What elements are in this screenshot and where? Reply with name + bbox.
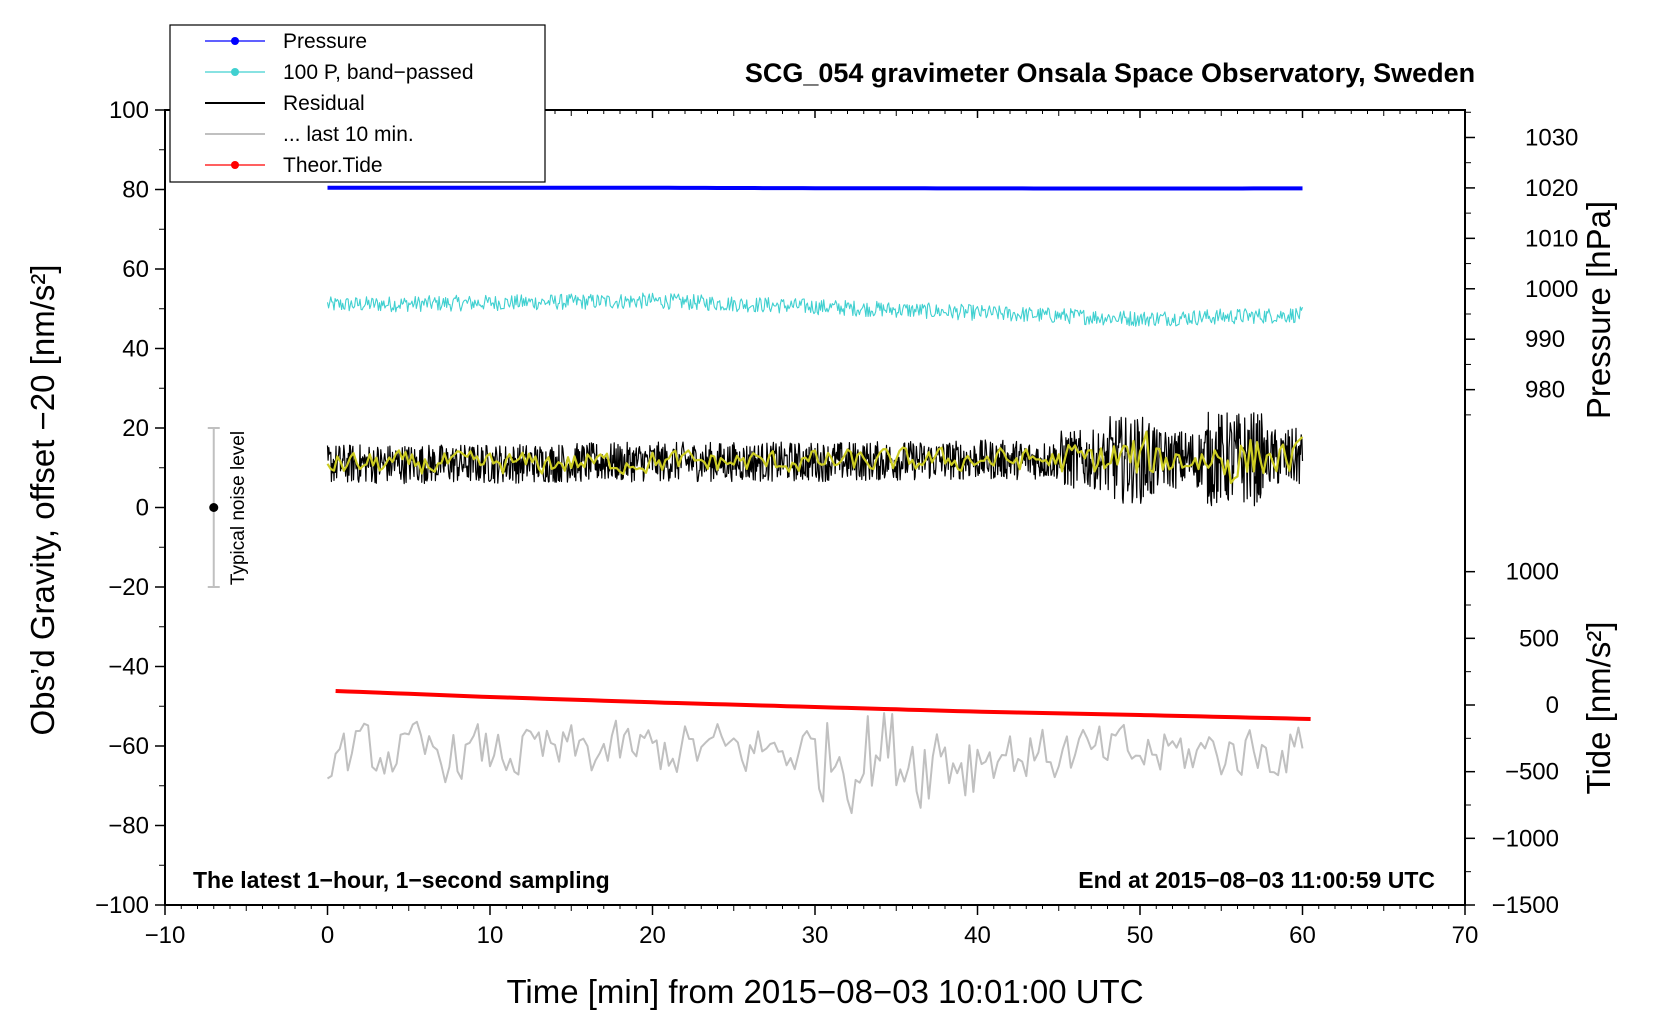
y-tick-label: 40 bbox=[122, 336, 149, 363]
sampling-annotation: The latest 1−hour, 1−second sampling bbox=[193, 867, 610, 893]
tide-tick-label: 500 bbox=[1519, 625, 1559, 652]
y-tick-label: 0 bbox=[136, 495, 149, 522]
x-tick-label: 60 bbox=[1289, 922, 1316, 949]
legend: Pressure 100 P, band−passed Residual ... la… bbox=[169, 24, 546, 183]
series-layer bbox=[326, 185, 1311, 815]
end-time-annotation: End at 2015−08−03 11:00:59 UTC bbox=[1078, 867, 1435, 893]
series-line-residual bbox=[326, 411, 1304, 507]
tide-tick-label: −500 bbox=[1505, 759, 1559, 786]
axes-layer: −10 0 10 20 30 40 50 60 70100806040200−20−40−60−… bbox=[95, 97, 1578, 949]
series-line-pressure bbox=[327, 185, 1303, 191]
tide-axis-title: Tide [nm/s²] bbox=[1580, 622, 1617, 795]
tide-tick-label: −1000 bbox=[1492, 825, 1559, 852]
pressure-tick-label: 990 bbox=[1525, 326, 1565, 353]
series-line-last-10-min bbox=[326, 712, 1304, 815]
tide-tick-label: 0 bbox=[1546, 692, 1559, 719]
y-tick-label: 80 bbox=[122, 177, 149, 204]
pressure-tick-label: 1010 bbox=[1525, 225, 1578, 252]
legend-entry-label: Residual bbox=[283, 92, 365, 115]
series-line-100-p-band-passed bbox=[326, 292, 1304, 327]
y-tick-label: −60 bbox=[108, 733, 149, 760]
series-line-residual-smoothed bbox=[326, 430, 1304, 485]
x-tick-label: 20 bbox=[639, 922, 666, 949]
pressure-tick-label: 980 bbox=[1525, 377, 1565, 404]
y-tick-label: −100 bbox=[95, 892, 149, 919]
x-tick-label: 30 bbox=[802, 922, 829, 949]
noise-bar-center-dot bbox=[209, 503, 219, 512]
legend-swatch-marker bbox=[231, 161, 239, 169]
y-tick-label: 100 bbox=[109, 97, 149, 124]
tide-tick-label: −1500 bbox=[1492, 892, 1559, 919]
pressure-axis-title: Pressure [hPa] bbox=[1580, 201, 1617, 419]
pressure-tick-label: 1000 bbox=[1525, 276, 1578, 303]
legend-entry-label: ... last 10 min. bbox=[283, 123, 414, 146]
x-axis-title: Time [min] from 2015−08−03 10:01:00 UTC bbox=[506, 973, 1143, 1010]
legend-entry-label: Pressure bbox=[283, 30, 367, 53]
legend-entry-label: Theor.Tide bbox=[283, 154, 383, 177]
x-tick-label: 10 bbox=[477, 922, 504, 949]
pressure-tick-label: 1030 bbox=[1525, 124, 1578, 151]
y-tick-label: −40 bbox=[108, 654, 149, 681]
x-tick-label: −10 bbox=[145, 922, 186, 949]
x-tick-label: 70 bbox=[1452, 922, 1479, 949]
plot-frame bbox=[164, 109, 1466, 906]
legend-entry-label: 100 P, band−passed bbox=[283, 61, 474, 84]
y-tick-label: −80 bbox=[108, 813, 149, 840]
series-line-theor-tide bbox=[335, 689, 1311, 721]
legend-swatch-marker bbox=[231, 37, 239, 45]
legend-swatch-marker bbox=[231, 68, 239, 76]
tide-tick-label: 1000 bbox=[1506, 559, 1559, 586]
noise-level-label: Typical noise level bbox=[228, 431, 249, 585]
y-axis-title: Obs’d Gravity, offset −20 [nm/s²] bbox=[24, 264, 61, 735]
y-tick-label: 60 bbox=[122, 256, 149, 283]
x-tick-label: 0 bbox=[321, 922, 334, 949]
x-tick-label: 50 bbox=[1127, 922, 1154, 949]
pressure-tick-label: 1020 bbox=[1525, 175, 1578, 202]
y-tick-label: 20 bbox=[122, 415, 149, 442]
y-tick-label: −20 bbox=[108, 574, 149, 601]
chart-title: SCG_054 gravimeter Onsala Space Observat… bbox=[745, 58, 1475, 88]
x-tick-label: 40 bbox=[964, 922, 991, 949]
